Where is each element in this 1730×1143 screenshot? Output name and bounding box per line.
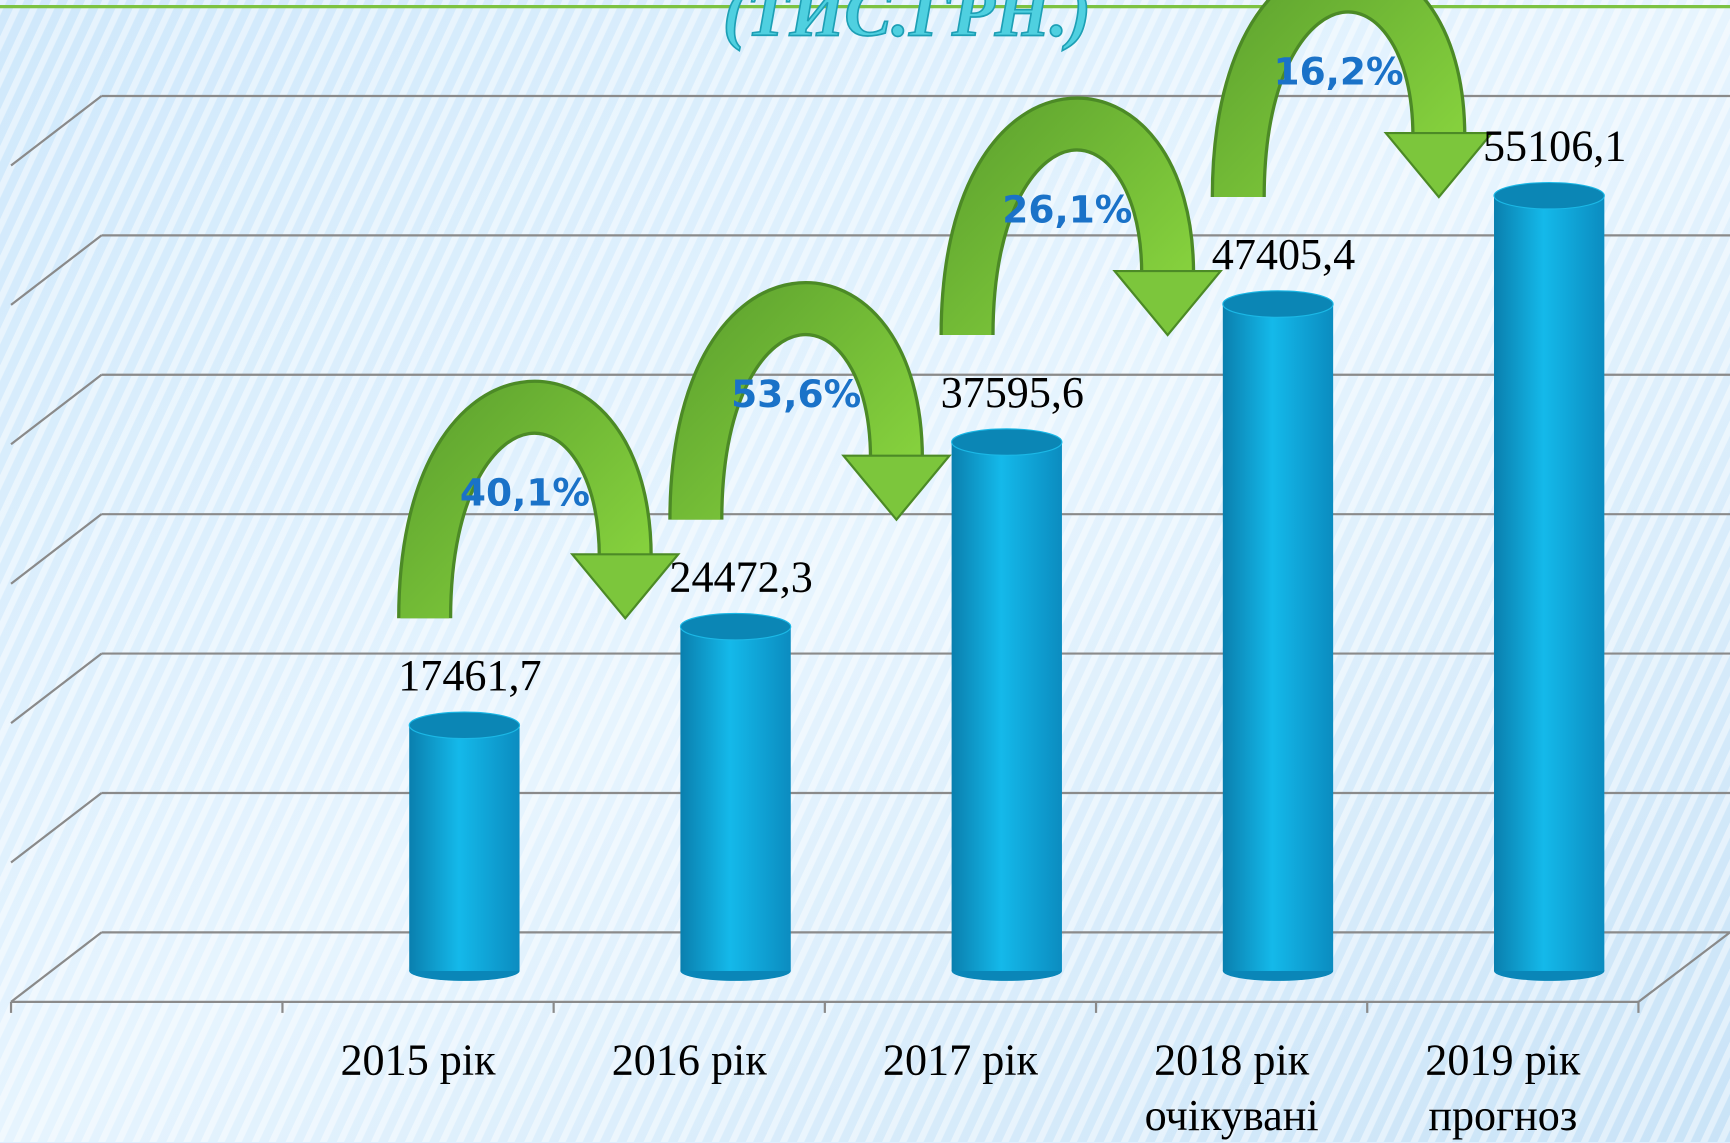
bar bbox=[1494, 195, 1605, 971]
grid-line-side bbox=[10, 652, 103, 724]
x-tick-label: 2015 рік bbox=[340, 1034, 496, 1085]
grid-line-side bbox=[10, 234, 103, 306]
grid-line-side bbox=[10, 373, 103, 446]
chart-title: (ТИС.ГРН.) bbox=[723, 0, 1091, 51]
x-tick-label: 2017 рік bbox=[882, 1034, 1038, 1085]
growth-label: 16,2% bbox=[1273, 49, 1403, 93]
value-label: 37595,6 bbox=[941, 368, 1084, 417]
growth-arrow-inner bbox=[671, 284, 921, 520]
x-tick-label: 2019 рік прогноз bbox=[1425, 1034, 1581, 1140]
bar-top bbox=[679, 612, 792, 641]
growth-label: 26,1% bbox=[1002, 188, 1132, 232]
grid-line-side bbox=[10, 792, 103, 864]
value-label: 55106,1 bbox=[1483, 121, 1626, 170]
growth-label: 53,6% bbox=[731, 372, 861, 416]
bar-top bbox=[1222, 290, 1334, 318]
growth-arrow-inner bbox=[942, 99, 1192, 336]
growth-label: 40,1% bbox=[460, 471, 590, 515]
bar bbox=[680, 626, 791, 971]
value-label: 47405,4 bbox=[1212, 230, 1355, 279]
growth-arrowhead bbox=[1112, 269, 1223, 337]
bar bbox=[1222, 304, 1334, 971]
value-label: 24472,3 bbox=[669, 552, 812, 601]
x-tick-label: 2016 рік bbox=[611, 1034, 767, 1085]
bar bbox=[951, 442, 1062, 971]
growth-arrowhead bbox=[841, 454, 952, 522]
bar-top bbox=[1493, 181, 1605, 210]
x-tick-label: 2018 рік очікувані bbox=[1144, 1034, 1319, 1140]
bar-top bbox=[951, 428, 1063, 456]
grid-line-side bbox=[10, 95, 103, 167]
grid-line-side bbox=[10, 513, 103, 585]
bar bbox=[409, 725, 520, 971]
grid-line-side bbox=[10, 931, 103, 1003]
arrows: 40,1% 53,6% 26,1% 16,2% bbox=[397, 0, 1495, 621]
value-label: 17461,7 bbox=[398, 651, 541, 700]
bars: 17461,7 24472,3 37595,6 47405,4 55106,1 bbox=[398, 121, 1626, 981]
grid bbox=[9, 94, 1730, 1013]
growth-arrowhead bbox=[1383, 131, 1495, 199]
growth-arrowhead bbox=[569, 553, 681, 621]
growth-arrow-inner bbox=[400, 383, 650, 619]
bar-top bbox=[408, 711, 521, 740]
growth-arrow-inner bbox=[1213, 0, 1464, 198]
